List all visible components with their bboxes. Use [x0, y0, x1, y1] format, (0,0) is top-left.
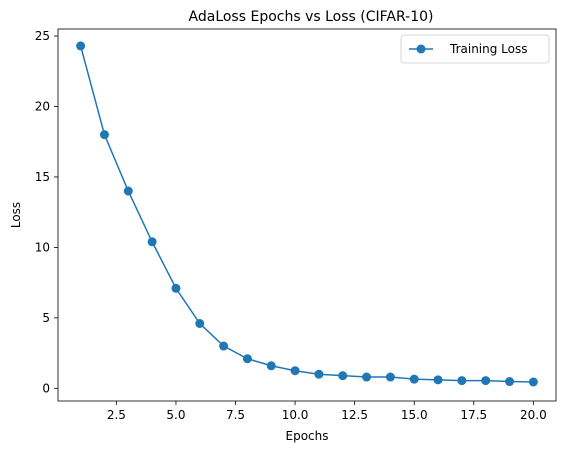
- data-point: [433, 375, 443, 385]
- chart-title: AdaLoss Epochs vs Loss (CIFAR-10): [189, 9, 434, 25]
- x-tick-label: 2.5: [107, 408, 126, 422]
- y-tick-label: 15: [35, 170, 50, 184]
- x-tick-label: 15.0: [401, 408, 428, 422]
- data-point: [362, 372, 372, 382]
- data-point: [409, 374, 419, 384]
- axis-layer: 2.5 5.0 7.5 10.0 12.5 15.0 17.5 20.0 0 5 10 15 20 25: [35, 29, 547, 422]
- data-point: [219, 341, 229, 351]
- legend-label-training-loss: Training Loss: [449, 42, 527, 56]
- y-tick-label: 20: [35, 100, 50, 114]
- data-point: [385, 372, 395, 382]
- legend: Training Loss: [400, 34, 550, 64]
- data-point: [171, 283, 181, 293]
- y-axis-label: Loss: [9, 202, 23, 228]
- x-tick-label: 7.5: [226, 408, 245, 422]
- y-tick-label: 25: [35, 29, 50, 43]
- x-tick-label: 12.5: [341, 408, 368, 422]
- data-point: [76, 41, 86, 51]
- series-layer: [76, 41, 538, 387]
- plot-frame: [57, 28, 557, 402]
- data-point: [123, 186, 133, 196]
- x-tick-label: 10.0: [282, 408, 309, 422]
- data-point: [314, 369, 324, 379]
- x-tick-label: 17.5: [460, 408, 487, 422]
- legend-box: [400, 34, 550, 64]
- data-point: [457, 376, 467, 386]
- legend-marker: [416, 44, 426, 54]
- x-tick-label: 20.0: [520, 408, 547, 422]
- data-point: [242, 354, 252, 364]
- data-point: [147, 237, 157, 247]
- data-point: [99, 130, 109, 140]
- plot-area: [58, 29, 563, 401]
- data-point: [528, 377, 538, 387]
- y-tick-label: 0: [42, 381, 50, 395]
- y-tick-label: 10: [35, 240, 50, 254]
- y-tick-label: 5: [42, 311, 50, 325]
- x-axis-label: Epochs: [286, 429, 329, 443]
- data-point: [290, 366, 300, 376]
- data-point: [195, 319, 205, 328]
- data-point: [338, 371, 348, 381]
- data-point: [266, 361, 276, 371]
- x-tick-label: 5.0: [166, 408, 185, 422]
- data-point: [481, 376, 491, 386]
- data-point: [505, 377, 515, 387]
